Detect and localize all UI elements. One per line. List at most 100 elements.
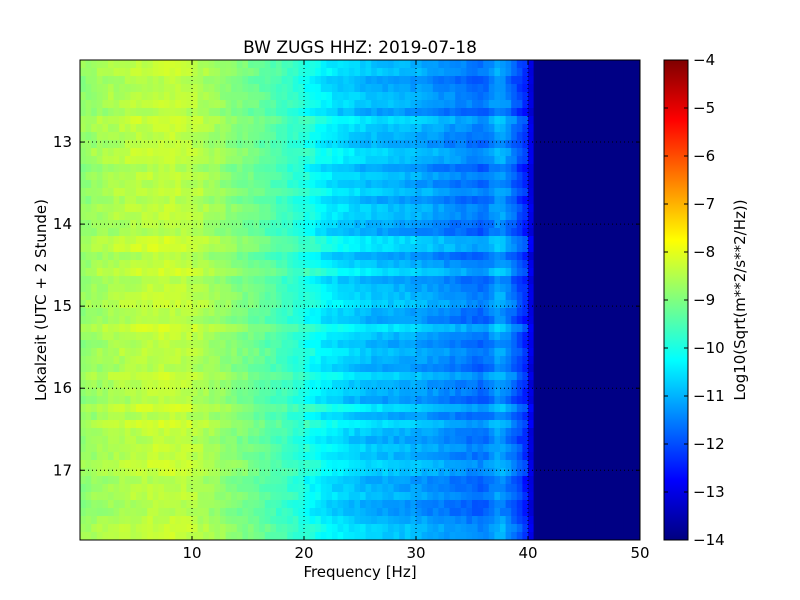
- heatmap-cell: [589, 140, 596, 149]
- heatmap-cell: [136, 292, 143, 301]
- heatmap-cell: [264, 100, 271, 109]
- heatmap-cell: [612, 452, 619, 461]
- heatmap-cell: [343, 172, 350, 181]
- heatmap-cell: [634, 84, 640, 93]
- heatmap-cell: [225, 452, 232, 461]
- heatmap-cell: [561, 76, 568, 85]
- heatmap-cell: [337, 108, 344, 117]
- heatmap-cell: [186, 116, 193, 125]
- heatmap-cell: [533, 340, 540, 349]
- heatmap-cell: [320, 420, 327, 429]
- heatmap-cell: [242, 60, 249, 69]
- heatmap-cell: [399, 436, 406, 445]
- heatmap-cell: [371, 252, 378, 261]
- heatmap-cell: [455, 348, 462, 357]
- heatmap-cell: [158, 452, 165, 461]
- heatmap-cell: [113, 148, 120, 157]
- heatmap-cell: [180, 116, 187, 125]
- heatmap-cell: [449, 412, 456, 421]
- heatmap-cell: [528, 452, 535, 461]
- heatmap-cell: [220, 188, 227, 197]
- heatmap-cell: [432, 140, 439, 149]
- heatmap-cell: [343, 292, 350, 301]
- heatmap-cell: [600, 220, 607, 229]
- heatmap-cell: [259, 316, 266, 325]
- heatmap-cell: [561, 404, 568, 413]
- heatmap-cell: [539, 228, 546, 237]
- heatmap-cell: [242, 420, 249, 429]
- heatmap-cell: [589, 284, 596, 293]
- heatmap-cell: [533, 252, 540, 261]
- heatmap-cell: [455, 204, 462, 213]
- heatmap-cell: [634, 340, 640, 349]
- heatmap-cell: [96, 364, 103, 373]
- heatmap-cell: [376, 124, 383, 133]
- heatmap-cell: [276, 444, 283, 453]
- heatmap-cell: [320, 380, 327, 389]
- heatmap-cell: [444, 196, 451, 205]
- heatmap-cell: [253, 156, 260, 165]
- heatmap-cell: [432, 332, 439, 341]
- heatmap-cell: [416, 420, 423, 429]
- heatmap-cell: [220, 76, 227, 85]
- heatmap-cell: [595, 348, 602, 357]
- heatmap-cell: [304, 348, 311, 357]
- heatmap-cell: [281, 324, 288, 333]
- heatmap-cell: [326, 196, 333, 205]
- heatmap-cell: [410, 396, 417, 405]
- heatmap-cell: [320, 404, 327, 413]
- heatmap-cell: [141, 284, 148, 293]
- heatmap-cell: [124, 452, 131, 461]
- heatmap-cell: [382, 292, 389, 301]
- heatmap-cell: [197, 76, 204, 85]
- heatmap-cell: [108, 308, 115, 317]
- heatmap-cell: [203, 396, 210, 405]
- heatmap-cell: [572, 316, 579, 325]
- heatmap-cell: [102, 260, 109, 269]
- heatmap-cell: [533, 364, 540, 373]
- heatmap-cell: [80, 116, 87, 125]
- heatmap-cell: [561, 124, 568, 133]
- heatmap-cell: [225, 196, 232, 205]
- heatmap-cell: [96, 180, 103, 189]
- heatmap-cell: [528, 428, 535, 437]
- heatmap-cell: [102, 188, 109, 197]
- heatmap-cell: [248, 428, 255, 437]
- heatmap-cell: [595, 332, 602, 341]
- heatmap-cell: [460, 324, 467, 333]
- heatmap-cell: [500, 332, 507, 341]
- heatmap-cell: [511, 412, 518, 421]
- heatmap-cell: [108, 412, 115, 421]
- heatmap-cell: [528, 284, 535, 293]
- heatmap-cell: [416, 116, 423, 125]
- heatmap-cell: [141, 140, 148, 149]
- heatmap-cell: [343, 228, 350, 237]
- heatmap-cell: [158, 332, 165, 341]
- heatmap-cell: [332, 404, 339, 413]
- heatmap-cell: [208, 252, 215, 261]
- heatmap-cell: [488, 76, 495, 85]
- heatmap-cell: [136, 172, 143, 181]
- heatmap-cell: [203, 116, 210, 125]
- heatmap-cell: [354, 156, 361, 165]
- heatmap-cell: [124, 116, 131, 125]
- heatmap-cell: [388, 380, 395, 389]
- heatmap-cell: [595, 364, 602, 373]
- heatmap-cell: [393, 196, 400, 205]
- heatmap-cell: [528, 372, 535, 381]
- heatmap-cell: [494, 388, 501, 397]
- heatmap-cell: [589, 108, 596, 117]
- heatmap-cell: [270, 84, 277, 93]
- heatmap-cell: [332, 260, 339, 269]
- heatmap-cell: [449, 300, 456, 309]
- heatmap-cell: [578, 172, 585, 181]
- heatmap-cell: [617, 324, 624, 333]
- heatmap-cell: [365, 300, 372, 309]
- heatmap-cell: [460, 332, 467, 341]
- heatmap-cell: [236, 356, 243, 365]
- heatmap-cell: [595, 236, 602, 245]
- heatmap-cell: [152, 100, 159, 109]
- heatmap-cell: [365, 420, 372, 429]
- heatmap-cell: [158, 268, 165, 277]
- heatmap-cell: [236, 100, 243, 109]
